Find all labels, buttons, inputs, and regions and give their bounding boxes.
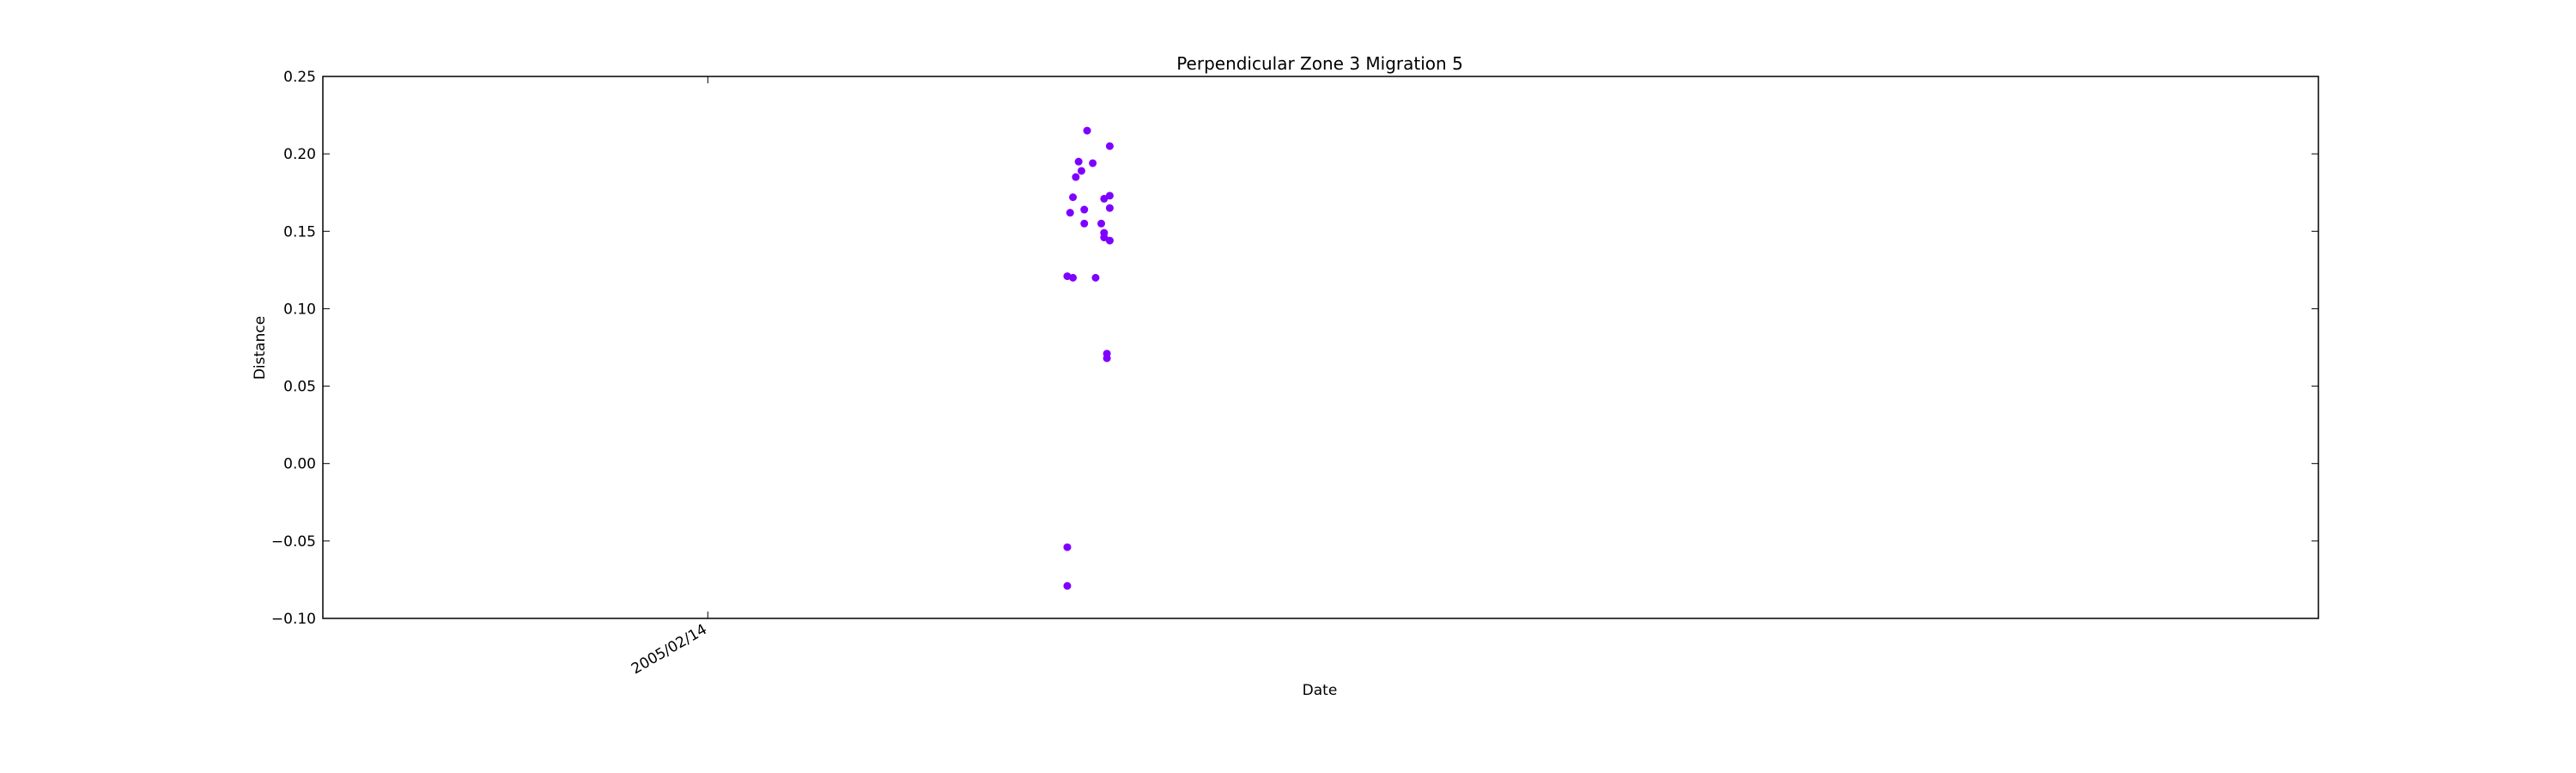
data-point [1103,354,1111,362]
data-point [1100,233,1109,241]
data-point [1080,219,1089,228]
data-point [1105,236,1114,245]
plot-frame [322,76,2319,619]
data-point [1069,193,1078,202]
plot-area [1063,126,1114,590]
data-point [1063,581,1072,590]
data-point [1069,273,1078,282]
data-point [1097,219,1106,228]
y-tick-label: 0.05 [283,379,316,396]
data-point [1089,159,1097,167]
data-point [1105,142,1114,150]
data-point [1105,192,1114,200]
y-tick-label: 0.10 [283,301,316,318]
data-point [1063,543,1072,551]
data-point [1074,157,1083,166]
data-point [1077,167,1085,175]
y-tick-label: −0.05 [271,533,316,551]
x-axis-label: Date [1303,682,1338,699]
chart-title: Perpendicular Zone 3 Migration 5 [1176,53,1463,74]
data-point [1091,273,1100,282]
data-point [1100,194,1109,203]
y-tick-label: 0.00 [283,456,316,473]
data-point [1083,126,1091,135]
data-point [1072,173,1080,181]
data-point [1080,205,1089,214]
x-tick-label: 2005/02/14 [629,621,710,678]
y-tick-label: −0.10 [271,611,316,628]
x-axis: 2005/02/14 [629,76,710,678]
y-tick-label: 0.15 [283,223,316,240]
y-tick-label: 0.25 [283,69,316,86]
y-axis-label: Distance [252,316,269,380]
data-point [1066,209,1074,217]
y-axis: −0.10 −0.05 0.00 0.05 0.10 0.15 0.20 0.25 [271,69,2318,628]
data-point [1105,204,1114,212]
y-tick-label: 0.20 [283,146,316,163]
